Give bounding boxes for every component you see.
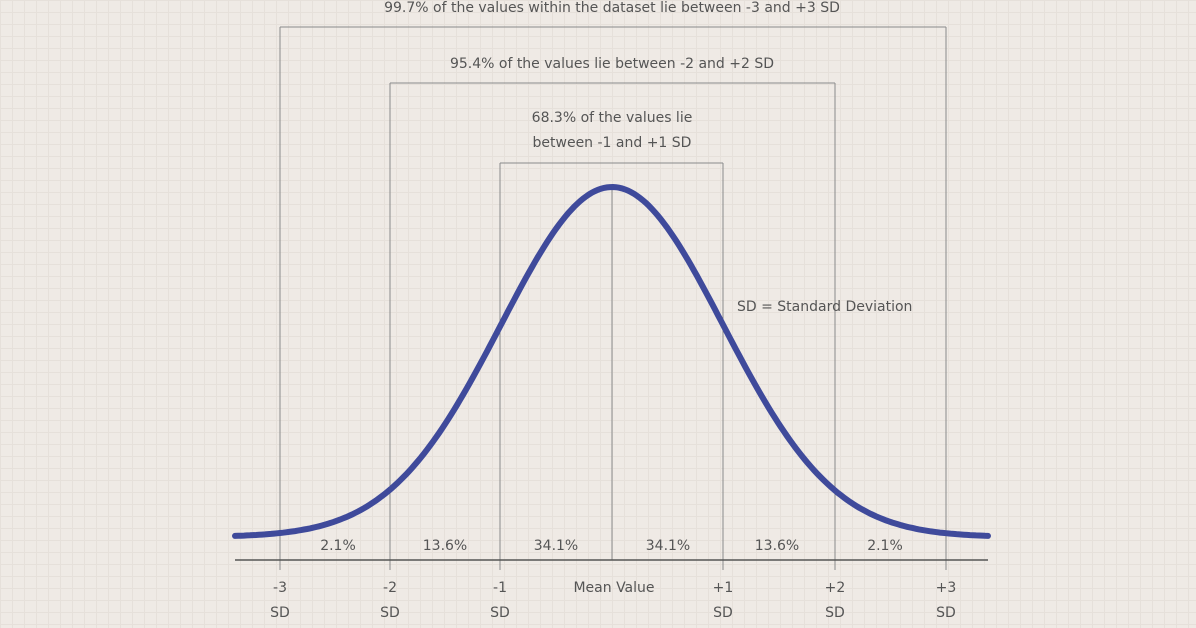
segment-label: 13.6% [755,538,799,554]
annotation: 68.3% of the values lie [532,110,693,126]
note: SD = Standard Deviation [737,299,912,315]
tick-unit: SD [825,605,845,621]
guides [235,26,988,570]
segment-label: 13.6% [423,538,467,554]
tick-unit: SD [713,605,733,621]
tick-unit: SD [380,605,400,621]
tick-value: +2 [825,580,846,596]
segment-label: 2.1% [867,538,903,554]
segment-label: 34.1% [534,538,578,554]
tick-value: -1 [493,580,507,596]
tick-value: -2 [383,580,397,596]
mean-label: Mean Value [573,580,654,596]
tick-unit: SD [936,605,956,621]
segment-label: 34.1% [646,538,690,554]
tick-value: +1 [713,580,734,596]
annotation: 95.4% of the values lie between -2 and +… [450,56,774,72]
tick-value: -3 [273,580,287,596]
segment-label: 2.1% [320,538,356,554]
annotation: 99.7% of the values within the dataset l… [384,0,840,16]
tick-unit: SD [270,605,290,621]
bell-curve [232,183,991,539]
annotation: between -1 and +1 SD [533,135,692,151]
tick-value: +3 [936,580,957,596]
tick-unit: SD [490,605,510,621]
